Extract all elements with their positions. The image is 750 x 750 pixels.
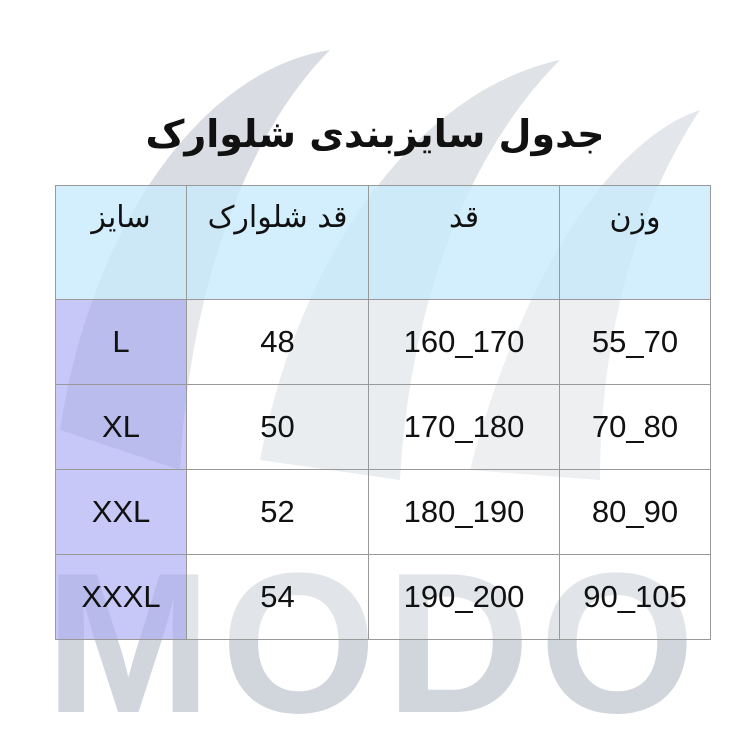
cell-height: 170_180 — [368, 384, 560, 470]
header-size: سایز — [55, 185, 187, 300]
table-row: XXL 52 180_190 80_90 — [55, 469, 711, 555]
cell-size: XXL — [55, 469, 187, 555]
cell-pant-length: 52 — [186, 469, 369, 555]
cell-weight: 80_90 — [559, 469, 711, 555]
table-row: L 48 160_170 55_70 — [55, 299, 711, 385]
header-pant-length: قد شلوارک — [186, 185, 369, 300]
cell-pant-length: 54 — [186, 554, 369, 640]
table-header-row: سایز قد شلوارک قد وزن — [55, 185, 711, 300]
cell-height: 190_200 — [368, 554, 560, 640]
cell-weight: 70_80 — [559, 384, 711, 470]
cell-size: L — [55, 299, 187, 385]
cell-weight: 90_105 — [559, 554, 711, 640]
cell-pant-length: 48 — [186, 299, 369, 385]
cell-height: 160_170 — [368, 299, 560, 385]
table-row: XXXL 54 190_200 90_105 — [55, 554, 711, 640]
header-weight: وزن — [559, 185, 711, 300]
table-row: XL 50 170_180 70_80 — [55, 384, 711, 470]
cell-height: 180_190 — [368, 469, 560, 555]
cell-size: XL — [55, 384, 187, 470]
size-table: سایز قد شلوارک قد وزن L 48 160_170 55_70… — [55, 185, 711, 640]
cell-size: XXXL — [55, 554, 187, 640]
header-height: قد — [368, 185, 560, 300]
page-title: جدول سایزبندی شلوارک — [145, 112, 605, 156]
cell-weight: 55_70 — [559, 299, 711, 385]
cell-pant-length: 50 — [186, 384, 369, 470]
